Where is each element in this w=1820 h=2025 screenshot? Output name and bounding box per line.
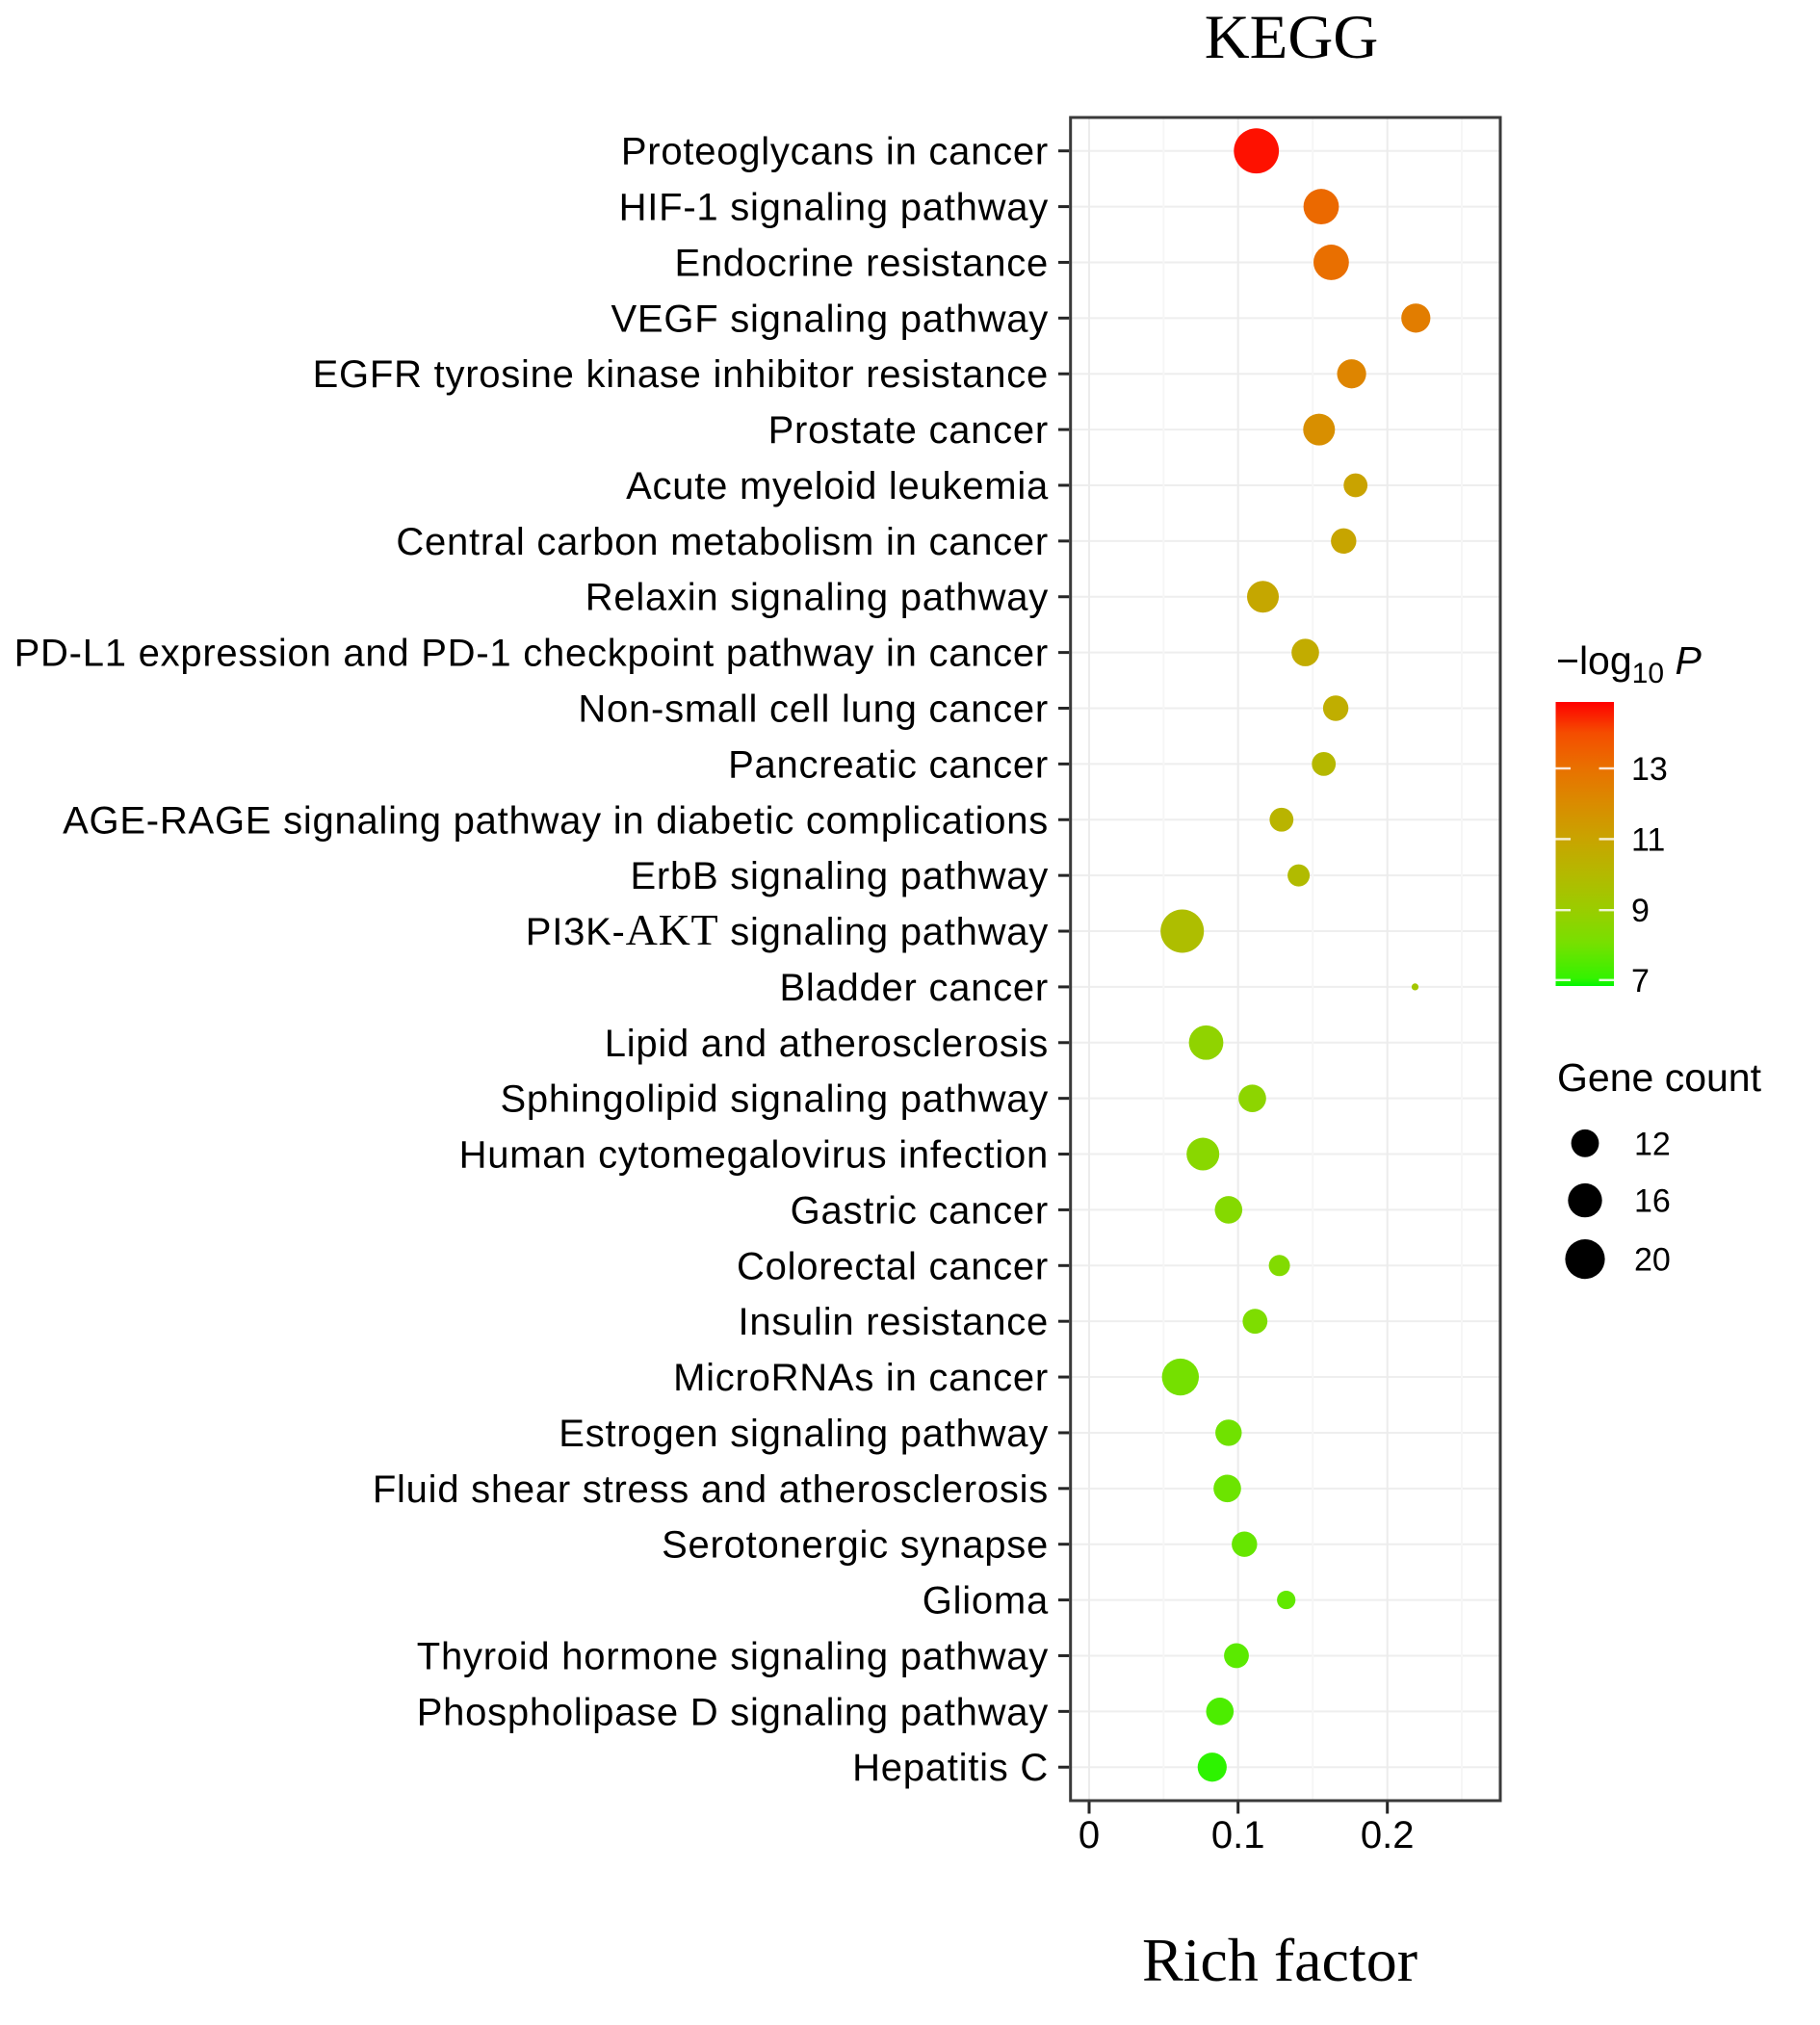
svg-text:Insulin resistance: Insulin resistance	[738, 1301, 1049, 1343]
svg-text:20: 20	[1634, 1242, 1671, 1279]
svg-text:Fluid shear stress and atheros: Fluid shear stress and atherosclerosis	[373, 1468, 1049, 1511]
svg-text:ErbB signaling pathway: ErbB signaling pathway	[630, 855, 1049, 897]
svg-text:Thyroid hormone signaling path: Thyroid hormone signaling pathway	[417, 1636, 1049, 1678]
svg-text:HIF-1 signaling pathway: HIF-1 signaling pathway	[619, 187, 1049, 229]
svg-text:Gene count: Gene count	[1557, 1055, 1762, 1100]
svg-text:Lipid and atherosclerosis: Lipid and atherosclerosis	[605, 1023, 1049, 1065]
svg-text:Pancreatic cancer: Pancreatic cancer	[728, 743, 1049, 786]
svg-text:Central carbon metabolism in c: Central carbon metabolism in cancer	[396, 521, 1049, 563]
svg-text:Rich factor: Rich factor	[1142, 1926, 1417, 1994]
svg-text:PI3K-AKT signaling pathway: PI3K-AKT signaling pathway	[526, 905, 1049, 954]
svg-text:0: 0	[1079, 1814, 1100, 1856]
svg-text:Estrogen signaling pathway: Estrogen signaling pathway	[559, 1413, 1049, 1455]
svg-text:Colorectal cancer: Colorectal cancer	[737, 1245, 1049, 1287]
svg-text:Bladder cancer: Bladder cancer	[779, 967, 1049, 1009]
svg-text:Acute myeloid leukemia: Acute myeloid leukemia	[626, 465, 1049, 507]
svg-text:11: 11	[1631, 821, 1665, 858]
svg-text:VEGF signaling pathway: VEGF signaling pathway	[611, 298, 1049, 340]
svg-text:16: 16	[1634, 1183, 1671, 1220]
svg-text:Sphingolipid signaling pathway: Sphingolipid signaling pathway	[500, 1078, 1049, 1121]
svg-text:Gastric cancer: Gastric cancer	[791, 1189, 1049, 1232]
svg-text:0.2: 0.2	[1361, 1814, 1415, 1856]
svg-text:Glioma: Glioma	[923, 1580, 1049, 1623]
svg-text:Human cytomegalovirus infectio: Human cytomegalovirus infection	[459, 1134, 1049, 1177]
svg-text:EGFR tyrosine kinase inhibitor: EGFR tyrosine kinase inhibitor resistanc…	[313, 353, 1049, 396]
svg-text:AGE-RAGE signaling pathway in: AGE-RAGE signaling pathway in diabetic c…	[63, 799, 1049, 842]
svg-text:Non-small cell lung cancer: Non-small cell lung cancer	[578, 688, 1049, 731]
svg-text:9: 9	[1631, 893, 1650, 929]
svg-text:Endocrine resistance: Endocrine resistance	[674, 243, 1049, 285]
svg-text:7: 7	[1631, 963, 1650, 1000]
svg-text:Prostate cancer: Prostate cancer	[768, 409, 1049, 452]
svg-text:Serotonergic synapse: Serotonergic synapse	[662, 1524, 1049, 1567]
svg-text:Hepatitis C: Hepatitis C	[852, 1747, 1049, 1789]
svg-text:Relaxin signaling pathway: Relaxin signaling pathway	[585, 577, 1049, 619]
svg-text:Proteoglycans in cancer: Proteoglycans in cancer	[621, 131, 1049, 173]
svg-text:KEGG: KEGG	[1205, 3, 1379, 72]
svg-text:MicroRNAs in cancer: MicroRNAs in cancer	[673, 1357, 1049, 1399]
svg-text:PD-L1 expression and PD-1 chec: PD-L1 expression and PD-1 checkpoint pat…	[14, 633, 1049, 675]
svg-text:13: 13	[1631, 751, 1668, 788]
svg-text:−log10 P: −log10 P	[1556, 638, 1702, 689]
svg-text:0.1: 0.1	[1211, 1814, 1265, 1856]
svg-text:Phospholipase D signaling path: Phospholipase D signaling pathway	[417, 1691, 1049, 1733]
svg-text:12: 12	[1634, 1126, 1671, 1162]
